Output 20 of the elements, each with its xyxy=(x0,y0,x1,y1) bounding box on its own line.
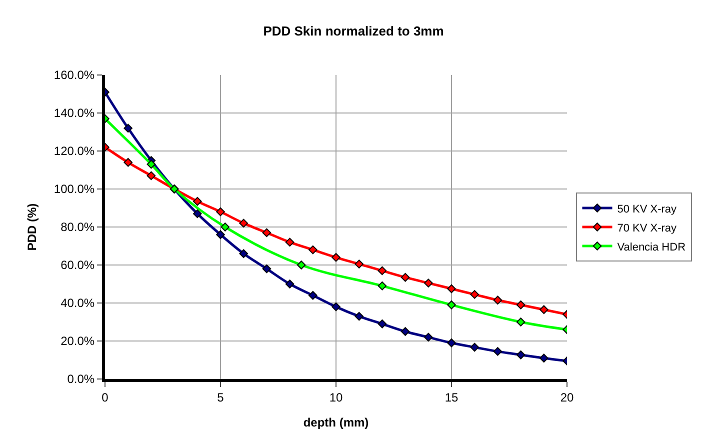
x-tick-label: 15 xyxy=(444,390,458,404)
y-axis-title: PDD (%) xyxy=(25,203,40,251)
y-tick-label: 120.0% xyxy=(54,144,95,158)
legend-label: 70 KV X-ray xyxy=(617,222,678,234)
x-tick-label: 10 xyxy=(329,390,343,404)
y-tick-label: 0.0% xyxy=(67,372,95,386)
legend-label: 50 KV X-ray xyxy=(617,203,678,216)
y-tick-label: 140.0% xyxy=(54,106,95,120)
legend-label: Valencia HDR xyxy=(617,241,686,254)
x-tick-label: 20 xyxy=(560,390,574,404)
x-tick-label: 0 xyxy=(102,390,109,404)
y-tick-label: 100.0% xyxy=(54,182,95,196)
x-tick-label: 5 xyxy=(217,390,224,404)
chart-title: PDD Skin normalized to 3mm xyxy=(263,24,444,39)
y-tick-label: 20.0% xyxy=(60,334,95,348)
y-tick-label: 40.0% xyxy=(60,296,95,310)
y-tick-label: 60.0% xyxy=(60,258,95,272)
y-tick-label: 160.0% xyxy=(54,68,95,82)
y-tick-label: 80.0% xyxy=(60,220,95,234)
x-axis-title: depth (mm) xyxy=(303,415,369,430)
